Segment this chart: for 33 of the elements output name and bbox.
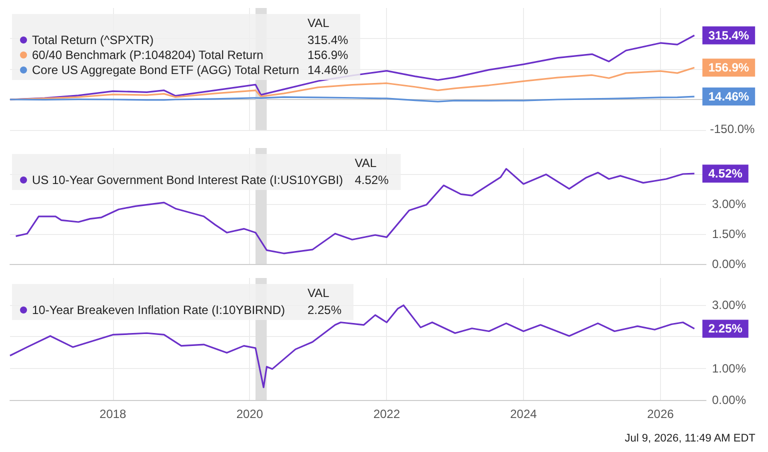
y-tick-label: 0.00% — [712, 393, 746, 407]
data-label: 2.25% — [708, 322, 743, 336]
text: 4.52% — [354, 173, 389, 187]
y-tick-label: 0.00% — [712, 257, 746, 271]
legend-label: Core US Aggregate Bond ETF (AGG) Total Return — [32, 63, 300, 77]
legend-label: 60/40 Benchmark (P:1048204) Total Return — [32, 48, 264, 62]
annotation: VAL — [354, 156, 377, 170]
text: 315.4% — [308, 33, 348, 47]
y-tick-label: 1.50% — [712, 227, 746, 241]
x-tick-label: 2020 — [236, 407, 264, 421]
data-label: 315.4% — [708, 28, 750, 42]
data-label: 156.9% — [708, 60, 750, 75]
y-tick-label: 3.00% — [712, 197, 746, 211]
data-label: 14.46% — [708, 90, 750, 104]
x-tick-label: 2018 — [100, 407, 127, 421]
legend-label: 10-Year Breakeven Inflation Rate (I:10YBIRND) — [32, 303, 286, 317]
text: 2.25% — [308, 303, 342, 317]
text: 14.46% — [308, 63, 348, 77]
text: -150.0% — [710, 122, 756, 136]
text: Jul 9, 2026, 11:49 AM EDT — [624, 432, 756, 444]
y-tick-label: 1.00% — [712, 361, 746, 376]
line-series — [15, 168, 696, 254]
line-series — [9, 304, 696, 388]
annotation: VAL — [308, 286, 330, 300]
text: 156.9% — [308, 48, 348, 62]
annotation: VAL — [308, 16, 330, 30]
data-label: 4.52% — [708, 166, 743, 181]
legend-label: Total Return (^SPXTR) — [32, 33, 154, 47]
x-tick-label: 2022 — [373, 407, 400, 421]
x-tick-label: 2026 — [647, 407, 674, 421]
y-tick-label: 3.00% — [712, 298, 746, 312]
legend-label: US 10-Year Government Bond Interest Rate (I:US10YGBI) — [32, 173, 344, 187]
x-tick-label: 2024 — [510, 407, 538, 421]
